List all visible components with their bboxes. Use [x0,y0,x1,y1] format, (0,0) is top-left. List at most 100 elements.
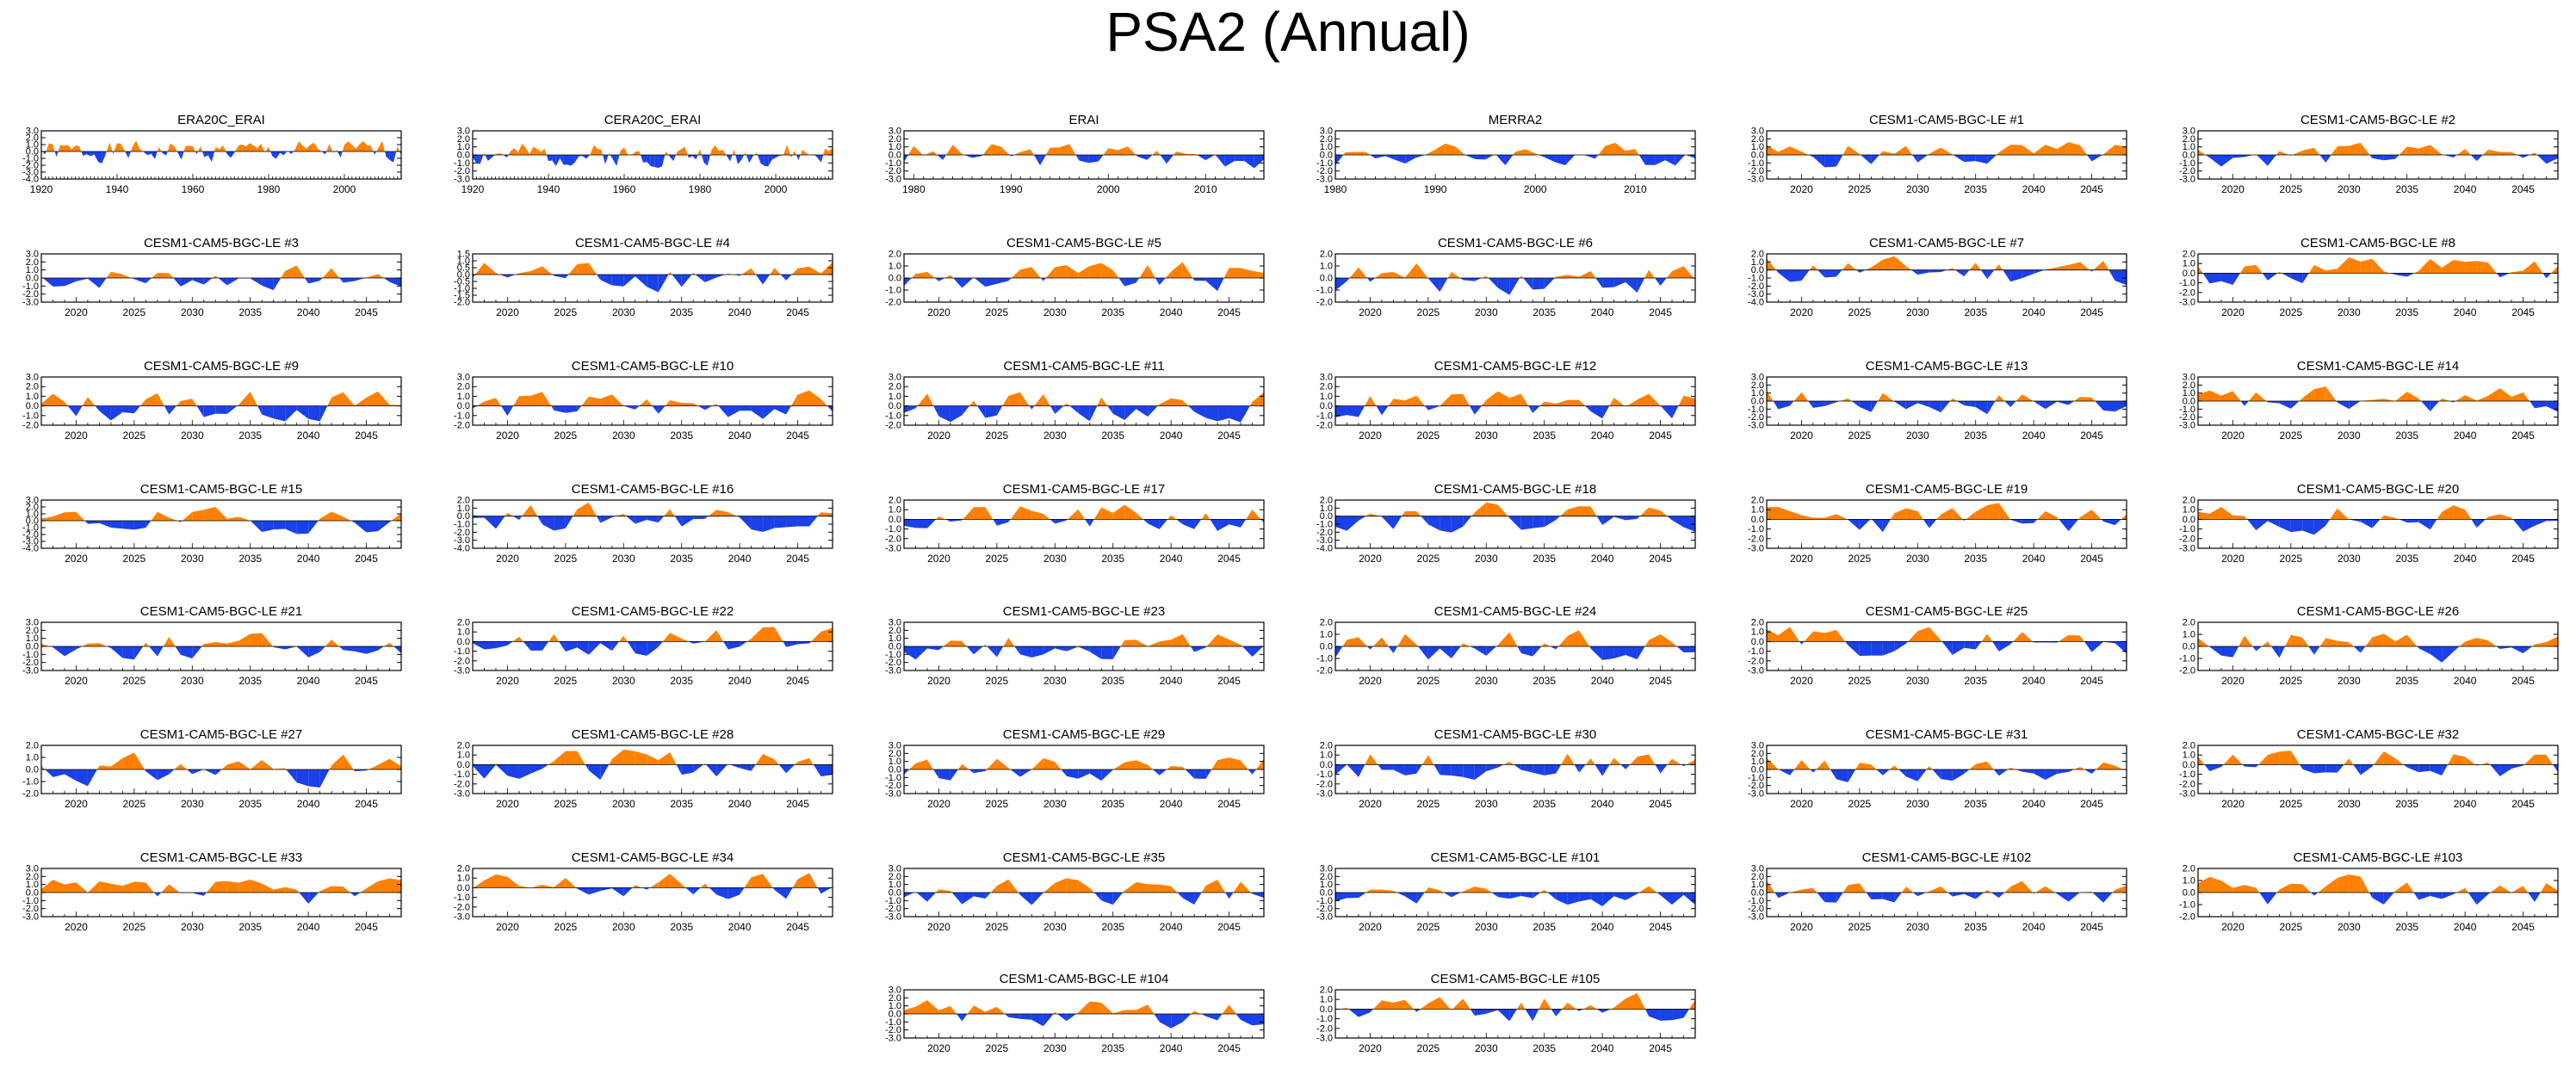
x-tick-label: 2020 [1790,553,1813,565]
area-segment [588,396,601,406]
area-segment [151,511,158,521]
area-segment [577,887,589,895]
area-segment [343,887,350,893]
area-segment [136,140,140,151]
area-segment [2330,508,2338,520]
area-segment [1153,769,1160,775]
area-segment [192,510,204,521]
x-tick-label: 2040 [728,306,752,318]
x-tick-label: 2020 [496,921,519,933]
area-segment [1994,264,1999,270]
area-segment [647,641,659,656]
x-tick-label: 2000 [333,183,356,195]
area-segment [2256,764,2259,768]
area-segment [2121,514,2127,520]
area-segment [1609,398,1614,406]
x-tick-label: 2020 [927,306,951,318]
area-segment [1365,396,1371,406]
area-segment [2037,510,2046,520]
area-segment [2279,646,2286,658]
x-tick-label: 2030 [1043,798,1067,810]
area-segment [192,769,204,775]
area-segment [2349,642,2354,646]
area-segment [2546,754,2554,765]
area-segment [2413,893,2419,900]
area-segment [231,151,235,158]
area-segment [932,151,938,155]
area-segment [740,641,747,647]
area-segment [2103,893,2113,903]
area-segment [133,405,140,414]
area-segment [716,510,728,516]
x-tick-label: 2025 [123,429,146,442]
area-segment [2488,387,2500,401]
area-segment [1660,510,1668,516]
y-tick-label: 2.0 [26,741,39,751]
area-segment [1567,1002,1576,1010]
y-tick-label: 3.0 [457,127,470,137]
area-segment [495,764,508,776]
area-segment [796,155,799,161]
area-segment [1836,155,1843,167]
x-tick-label: 2025 [123,798,146,810]
area-segment [2290,273,2303,284]
area-segment [2103,641,2115,644]
panel-title: CESM1-CAM5-BGC-LE #103 [2294,850,2463,865]
area-segment [529,146,534,155]
area-segment [1778,627,1790,642]
area-segment [1455,146,1465,155]
area-segment [1660,405,1673,419]
area-segment [2223,754,2233,765]
area-segment [915,405,918,409]
area-segment [1474,278,1482,281]
plot-frame [903,376,1265,426]
area-segment [1474,502,1487,516]
area-segment [567,155,572,166]
area-segment [1908,631,1918,642]
area-segment [626,516,635,524]
area-segment [1335,646,1343,658]
area-segment [987,758,997,769]
y-tick-label: -2.0 [22,789,39,800]
area-segment [1043,758,1056,769]
y-tick-label: -0.5 [454,277,470,287]
area-segment [588,263,598,275]
x-tick-label: 2030 [1043,675,1067,687]
area-segment [215,642,227,646]
area-segment [1486,502,1498,516]
area-segment [218,278,227,286]
area-segment [1459,278,1464,281]
area-segment [1019,893,1032,905]
area-segment [257,405,263,415]
y-tick-label: -2.0 [22,658,39,668]
area-segment [973,769,986,774]
area-segment [1031,1014,1043,1027]
area-segment [1043,393,1050,406]
x-tick-label: 2020 [927,1042,951,1054]
area-segment [1159,398,1172,406]
y-tick-label: 2.0 [1320,741,1333,751]
panel-title: ERAI [1068,113,1099,127]
area-segment [1440,997,1451,1010]
area-segment [738,155,742,164]
area-segment [681,516,694,527]
x-tick-label: 2030 [2338,553,2361,565]
area-segment [926,646,939,651]
area-segment [1941,886,1948,893]
x-tick-label: 2035 [1964,921,1987,933]
x-tick-label: 2040 [728,675,752,687]
area-segment [340,151,343,158]
x-tick-label: 2020 [1790,675,1813,687]
area-segment [1969,263,1976,270]
area-segment [938,769,951,781]
area-segment [938,405,951,423]
area-segment [308,278,320,284]
area-segment [99,521,111,528]
area-segment [2057,893,2069,902]
area-segment [95,405,100,411]
area-segment [2369,893,2373,899]
area-segment [1517,1002,1521,1010]
x-tick-label: 2020 [1790,798,1813,810]
area-segment [2198,638,2209,646]
area-segment [1358,516,1366,521]
